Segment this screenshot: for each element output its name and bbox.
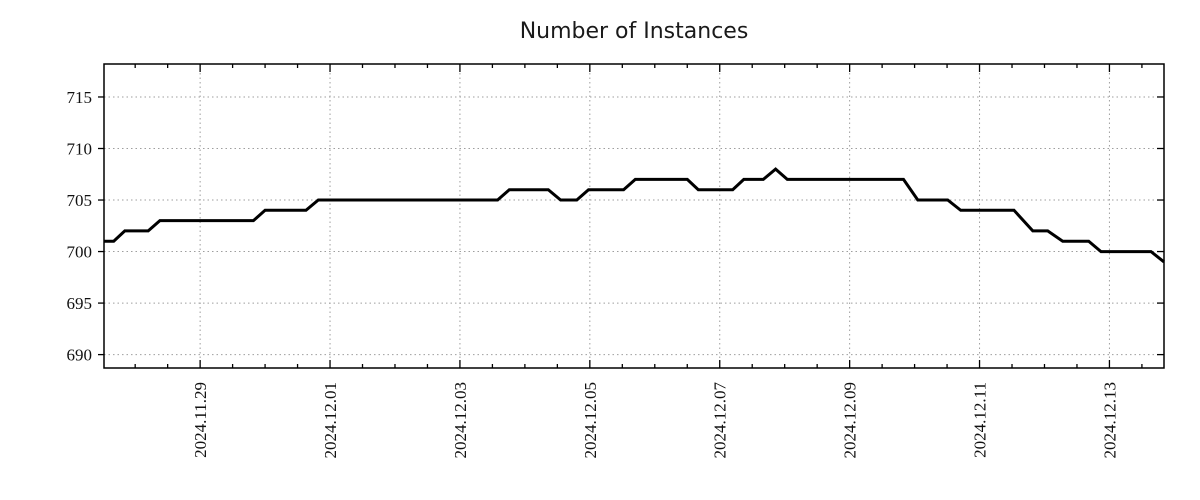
x-tick-label: 2024.12.11 [971,382,990,458]
y-tick-label: 700 [67,243,93,262]
axis-tick-labels: 690 695 700 705 710 715 2024.11.29 2024.12.01 20… [67,88,1120,459]
x-tick-label: 2024.12.03 [451,382,470,459]
instances-series-line [104,167,1165,264]
x-tick-label: 2024.12.01 [321,382,340,459]
x-tick-label: 2024.12.13 [1100,382,1119,459]
plot-border [103,63,1165,369]
y-tick-label: 715 [67,88,93,107]
series-line [104,167,1165,264]
x-tick-label: 2024.12.09 [841,382,860,459]
y-tick-label: 710 [67,140,93,159]
grid-lines [104,64,1164,368]
x-tick-label: 2024.12.07 [711,382,730,459]
x-tick-label: 2024.12.05 [581,382,600,459]
x-tick-label: 2024.11.29 [191,382,210,458]
y-tick-label: 690 [67,346,93,365]
y-tick-label: 705 [67,191,93,210]
chart-title: Number of Instances [520,19,749,44]
y-tick-label: 695 [67,294,93,313]
